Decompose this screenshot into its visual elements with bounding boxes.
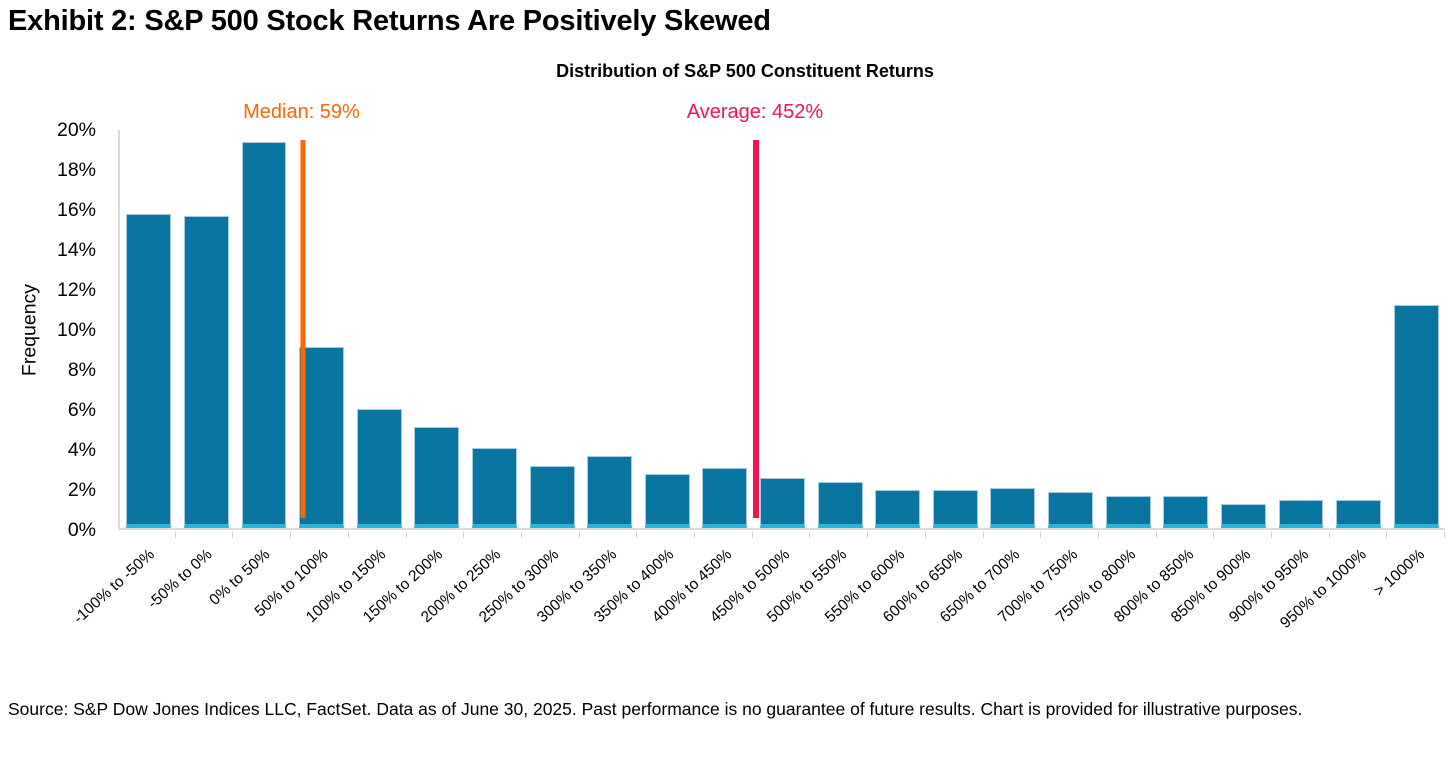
y-tick-label: 20% bbox=[56, 119, 96, 141]
bar-slot bbox=[523, 130, 581, 528]
x-tick-mark bbox=[695, 532, 753, 538]
bar-slot bbox=[1272, 130, 1330, 528]
bar bbox=[241, 141, 287, 528]
x-axis-tick-marks bbox=[118, 532, 1446, 538]
bar-slot bbox=[1099, 130, 1157, 528]
bar bbox=[1336, 500, 1382, 528]
x-tick-mark bbox=[407, 532, 465, 538]
bar-slot bbox=[120, 130, 178, 528]
bar-slot bbox=[811, 130, 869, 528]
x-tick-mark bbox=[1330, 532, 1388, 538]
source-note: Source: S&P Dow Jones Indices LLC, FactS… bbox=[8, 699, 1303, 719]
y-tick-label: 4% bbox=[67, 439, 96, 461]
y-tick-label: 0% bbox=[67, 519, 96, 541]
y-tick-label: 14% bbox=[56, 239, 96, 261]
x-tick-mark bbox=[464, 532, 522, 538]
bar bbox=[875, 490, 921, 528]
bar bbox=[529, 466, 575, 528]
y-tick-label: 16% bbox=[56, 199, 96, 221]
median-label: Median: 59% bbox=[243, 101, 360, 123]
x-tick-mark bbox=[1214, 532, 1273, 538]
bar-slot bbox=[696, 130, 754, 528]
bar-slot bbox=[984, 130, 1042, 528]
x-tick-mark bbox=[1157, 532, 1215, 538]
bar bbox=[1105, 496, 1151, 528]
bar bbox=[644, 474, 690, 528]
y-tick-label: 18% bbox=[56, 159, 96, 181]
x-tick-mark bbox=[926, 532, 984, 538]
x-tick-mark bbox=[1272, 532, 1330, 538]
x-axis-labels: -100% to -50% -50% to 0% 0% to 50% 50% to 1… bbox=[71, 538, 1445, 688]
bar-slot bbox=[1157, 130, 1215, 528]
x-tick-mark bbox=[176, 532, 234, 538]
bar-slot bbox=[350, 130, 408, 528]
bar-slot bbox=[1330, 130, 1388, 528]
bar bbox=[1048, 492, 1094, 528]
x-tick-mark bbox=[868, 532, 926, 538]
bar bbox=[990, 488, 1036, 528]
exhibit-title: Exhibit 2: S&P 500 Stock Returns Are Pos… bbox=[8, 5, 771, 37]
x-tick-mark bbox=[291, 532, 349, 538]
bar-slot bbox=[178, 130, 236, 528]
bar bbox=[183, 215, 229, 528]
x-tick-mark bbox=[810, 532, 869, 538]
bar-slot bbox=[638, 130, 696, 528]
bar-slot bbox=[581, 130, 639, 528]
x-tick-label: -100% to -50% bbox=[70, 546, 159, 628]
y-tick-label: 10% bbox=[56, 319, 96, 341]
bar bbox=[1393, 305, 1439, 528]
y-tick-label: 2% bbox=[67, 479, 96, 501]
returns-distribution-chart: Frequency 0% 2% 4% 6% 8% 10% 12% 14% 16% 18% 20% -… bbox=[0, 90, 1456, 690]
bar-slot bbox=[293, 130, 351, 528]
x-tick-mark bbox=[1041, 532, 1099, 538]
x-tick-label: > 1000% bbox=[1370, 546, 1428, 600]
bar bbox=[587, 456, 633, 528]
bar bbox=[356, 408, 402, 528]
x-tick-mark bbox=[637, 532, 696, 538]
x-tick-mark bbox=[753, 532, 811, 538]
bar-slot bbox=[1042, 130, 1100, 528]
plot-area bbox=[118, 130, 1445, 530]
x-tick-mark bbox=[984, 532, 1042, 538]
x-tick-mark bbox=[233, 532, 292, 538]
x-tick-mark bbox=[580, 532, 638, 538]
bar-slot bbox=[235, 130, 293, 528]
y-tick-label: 6% bbox=[67, 399, 96, 421]
x-tick-mark bbox=[118, 532, 176, 538]
bar bbox=[126, 213, 172, 528]
x-tick-mark bbox=[522, 532, 580, 538]
bar bbox=[932, 490, 978, 528]
y-tick-label: 12% bbox=[56, 279, 96, 301]
bar bbox=[760, 478, 805, 528]
x-tick-mark bbox=[1387, 532, 1446, 538]
average-line bbox=[753, 140, 759, 518]
x-tick-mark bbox=[1099, 532, 1157, 538]
bar-slot bbox=[408, 130, 466, 528]
bar-slot bbox=[869, 130, 927, 528]
bar-slot bbox=[466, 130, 524, 528]
bar-slot bbox=[927, 130, 985, 528]
x-tick-mark bbox=[349, 532, 407, 538]
median-line bbox=[300, 140, 306, 518]
bar-slot bbox=[1387, 130, 1445, 528]
bar bbox=[1220, 504, 1266, 528]
y-tick-label: 8% bbox=[67, 359, 96, 381]
bar-slot bbox=[1215, 130, 1273, 528]
bar bbox=[299, 346, 345, 528]
bar bbox=[1278, 500, 1324, 528]
bar bbox=[472, 448, 517, 528]
chart-title: Distribution of S&P 500 Constituent Retu… bbox=[556, 61, 934, 81]
bar-slot bbox=[754, 130, 812, 528]
bar bbox=[817, 482, 863, 528]
bar bbox=[702, 468, 748, 528]
bar bbox=[1163, 496, 1209, 528]
bar bbox=[414, 426, 460, 528]
average-label: Average: 452% bbox=[686, 101, 824, 123]
